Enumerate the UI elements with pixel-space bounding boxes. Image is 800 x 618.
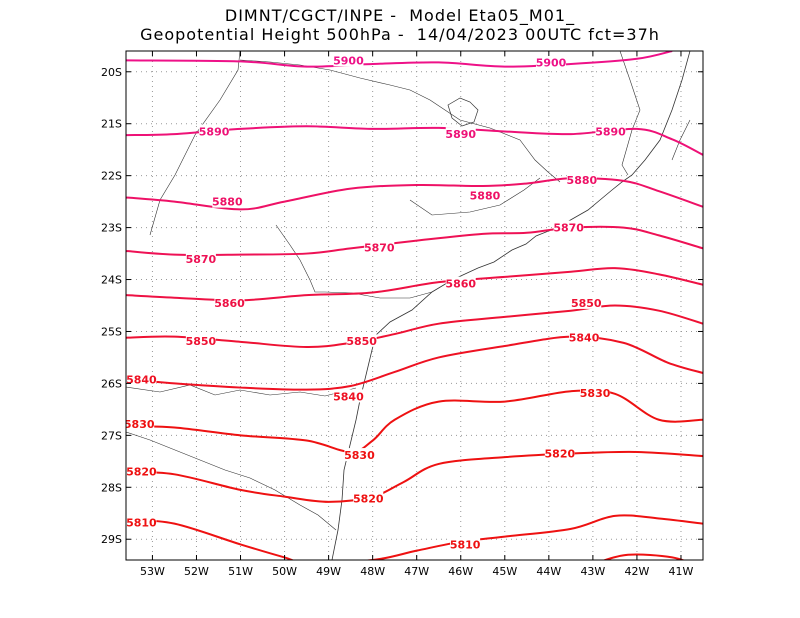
contour-label-background [212,194,243,208]
lon-tick-label: 49W [316,565,341,578]
contour-label-background [353,491,384,505]
contour-label-background [450,537,481,551]
contour-line-5830 [126,389,703,453]
lat-tick-label: 26S [101,377,122,390]
contour-label: 5830 [580,387,611,400]
lat-tick-label: 21S [101,118,122,131]
contour-label: 5890 [445,128,476,141]
lat-tick-label: 23S [101,222,122,235]
map-frame [125,50,704,561]
contour-label: 5880 [567,174,598,187]
contour-label: 5840 [569,332,600,345]
contour-line-5880 [126,177,703,211]
contour-label-background [126,416,155,430]
contour-label: 5900 [536,56,567,69]
lon-tick-label: 51W [228,565,253,578]
lat-tick-label: 25S [101,325,122,338]
lon-tick-label: 46W [448,565,473,578]
contour-label: 5900 [333,54,364,67]
contour-label: 5880 [470,189,501,202]
contour-label: 5880 [212,196,243,209]
contour-label-background [553,220,584,234]
contour-label: 5830 [124,418,155,431]
lon-tick-label: 48W [360,565,385,578]
contour-label: 5890 [595,126,626,139]
lon-tick-label: 50W [272,565,297,578]
state-border [126,431,337,531]
contour-label-background [445,127,476,141]
contour-label: 5850 [186,335,217,348]
state-border [126,384,357,397]
lat-tick-label: 28S [101,481,122,494]
contour-label-background [185,333,216,347]
state-border [275,177,541,299]
contour-line-5900 [126,51,673,68]
lat-tick-label: 29S [101,533,122,546]
contour-label: 5820 [126,466,157,479]
contour-label: 5820 [353,493,384,506]
contour-line-5840 [126,335,703,391]
lon-tick-label: 42W [624,565,649,578]
lagoon [447,97,479,127]
lon-tick-label: 41W [669,565,694,578]
contour-label-background [344,448,375,462]
axis-ticks: 53W 52W 51W 50W 49W 48W 47W 46W 45W 44W 43W 42W 41W 2… [101,51,703,578]
lon-tick-label: 44W [536,565,561,578]
contour-label-background [536,55,567,69]
contour-label: 5860 [214,297,245,310]
contour-label-background [571,295,602,309]
contour-label: 5850 [571,297,602,310]
map-title-line-1: DIMNT/CGCT/INPE - Model Eta05_M01_ [224,6,576,25]
lat-tick-label: 27S [101,429,122,442]
lon-tick-label: 43W [580,565,605,578]
map-title-line-2: Geopotential Height 500hPa - 14/04/2023 … [140,25,660,44]
contour-line-5820 [126,450,703,503]
lat-tick-label: 20S [101,66,122,79]
contour-label-background [580,385,611,399]
lon-tick-label: 47W [404,565,429,578]
contour-line-5870 [126,225,703,256]
state-border [619,51,691,176]
contour-label: 5830 [344,449,375,462]
contour-label-background [544,446,575,460]
contour-label-background [595,124,626,138]
contour-label-background [346,333,377,347]
contour-label: 5810 [450,538,481,551]
contour-label-background [126,515,157,529]
lon-tick-label: 53W [140,565,165,578]
contour-label-background [126,464,157,478]
contour-label-background [364,240,395,254]
contour-label-background [333,389,364,403]
contour-label-background [569,330,600,344]
contour-label: 5890 [199,126,230,139]
contour-label: 5870 [553,222,584,235]
contour-label-background [566,172,597,186]
contour-label-background [445,276,476,290]
contour-label: 5840 [333,390,364,403]
contour-label: 5870 [364,241,395,254]
contour-label: 5850 [346,335,377,348]
contour-line-5850 [126,304,703,349]
contour-label: 5870 [186,253,217,266]
lon-tick-label: 52W [184,565,209,578]
contour-label-background [185,251,216,265]
contour-label-background [469,188,500,202]
contour-label-background [214,295,245,309]
contour-label: 5820 [545,448,576,461]
contour-label-background [126,372,157,386]
contour-label: 5840 [126,373,157,386]
contour-label-background [199,124,230,138]
contour-line-unlabeled [602,553,686,560]
contour-label: 5810 [126,517,157,530]
contour-label-background [333,53,364,67]
lon-tick-label: 45W [492,565,517,578]
lat-tick-label: 24S [101,274,122,287]
lat-tick-label: 22S [101,170,122,183]
height-contours: 5900 5900 5890 5890 5890 5880 5880 5880 5870 5870… [124,51,703,560]
contour-label: 5860 [445,278,476,291]
contour-line-5810 [126,514,703,560]
